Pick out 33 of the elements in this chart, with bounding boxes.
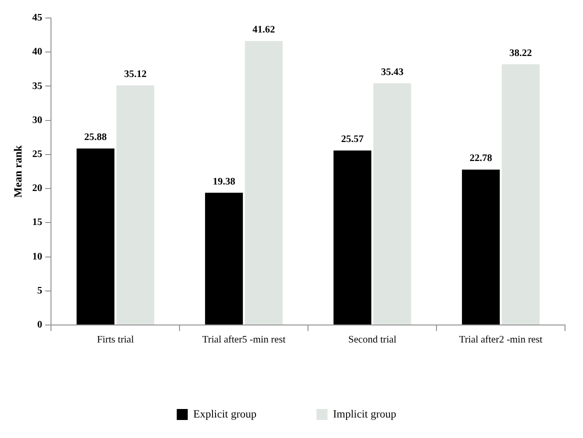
data-label: 35.43 bbox=[380, 66, 404, 78]
data-label: 35.12 bbox=[124, 68, 147, 80]
bar bbox=[373, 83, 412, 324]
data-label: 25.88 bbox=[84, 132, 107, 144]
bar bbox=[205, 192, 243, 324]
bar bbox=[462, 170, 500, 324]
y-tick-label: 20 bbox=[32, 183, 42, 194]
y-tick-label: 40 bbox=[32, 46, 42, 58]
y-axis-title: Mean rank bbox=[12, 144, 24, 198]
legend-label: Explicit group bbox=[193, 408, 257, 420]
bar bbox=[502, 64, 540, 324]
y-tick-label: 45 bbox=[32, 12, 42, 24]
y-tick-label: 0 bbox=[37, 320, 42, 331]
data-label: 38.22 bbox=[509, 48, 532, 59]
legend-label: Implicit group bbox=[333, 408, 397, 420]
x-tick-label: Trial after2 -min rest bbox=[459, 334, 543, 346]
y-tick-label: 25 bbox=[32, 149, 42, 160]
y-tick-label: 30 bbox=[32, 114, 42, 126]
bar bbox=[116, 85, 154, 324]
bar bbox=[244, 41, 283, 324]
y-tick-label: 10 bbox=[32, 251, 42, 262]
data-label: 22.78 bbox=[470, 153, 492, 164]
y-tick-label: 5 bbox=[37, 285, 42, 296]
x-tick-label: Second trial bbox=[348, 334, 397, 346]
x-tick-label: Firts trial bbox=[96, 334, 134, 346]
data-label: 41.62 bbox=[252, 24, 276, 36]
bar bbox=[334, 150, 372, 324]
data-label: 25.57 bbox=[341, 134, 364, 146]
data-label: 19.38 bbox=[212, 176, 236, 188]
x-tick-label: Trial after5 -min rest bbox=[202, 334, 286, 346]
y-tick-label: 35 bbox=[32, 80, 42, 92]
y-tick-label: 15 bbox=[32, 217, 42, 228]
bar bbox=[76, 148, 114, 324]
